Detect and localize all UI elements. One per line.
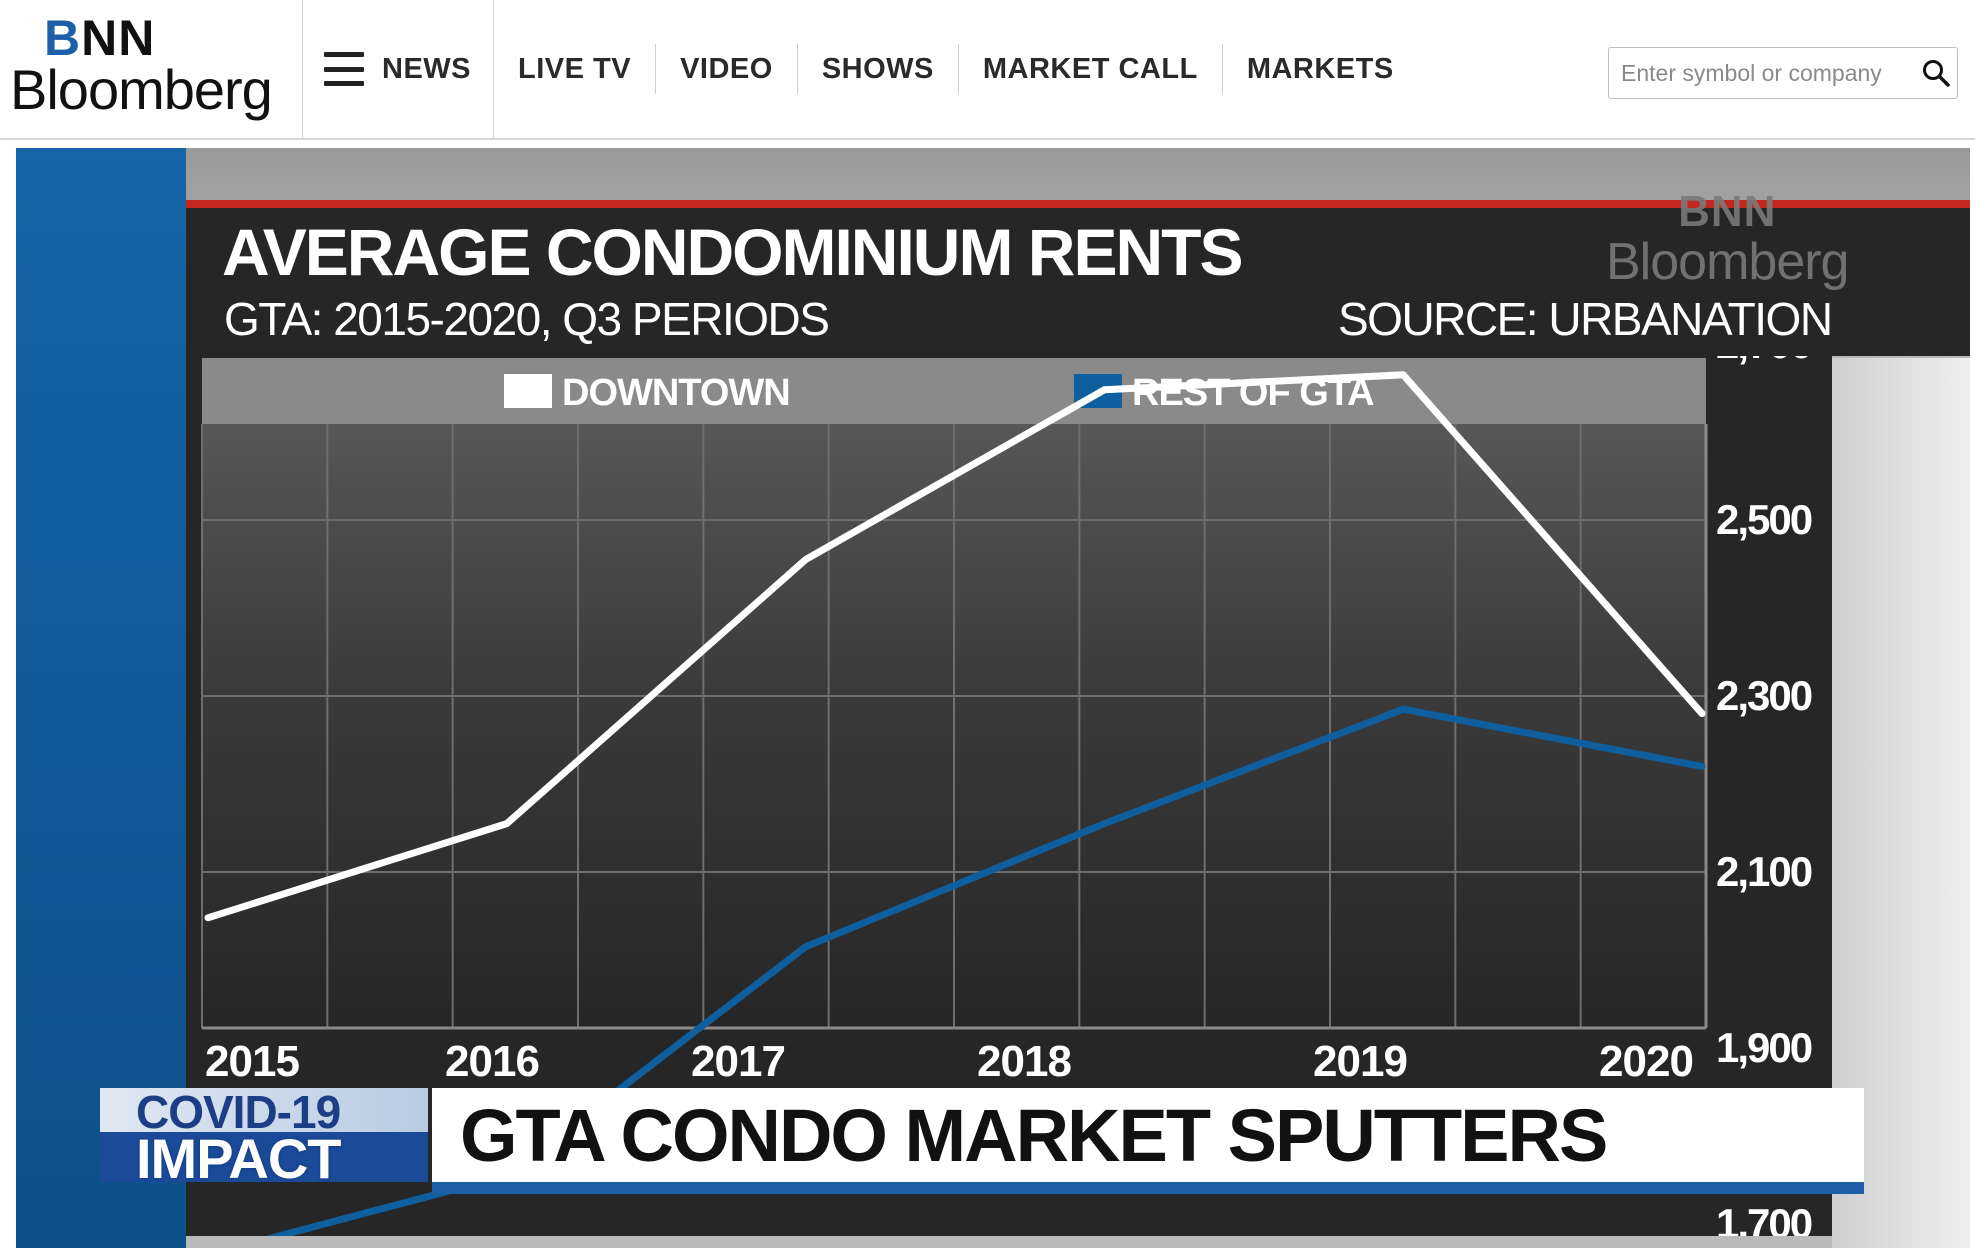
y-tick-label: 1,900	[1716, 1024, 1812, 1071]
logo-bnn-text: BNN	[44, 10, 156, 66]
gridlines	[201, 424, 1708, 1030]
x-tick-labels: 2015 2016 2017 2018 2019 2020	[205, 1037, 1694, 1086]
studio-blue-backdrop	[16, 148, 186, 1248]
y-tick-label: 2,700	[1716, 356, 1812, 367]
nav-divider	[493, 0, 494, 138]
x-tick-label: 2018	[977, 1037, 1071, 1086]
rest-of-gta-line-point	[1103, 822, 1106, 825]
video-player[interactable]: AVERAGE CONDOMINIUM RENTS GTA: 2015-2020…	[16, 148, 1970, 1248]
bnn-bloomberg-logo[interactable]: BNN Bloomberg	[0, 0, 303, 138]
nav-live-tv[interactable]: LIVE TV	[494, 44, 657, 94]
x-tick-label: 2015	[205, 1037, 299, 1086]
chart-subtitle: GTA: 2015-2020, Q3 PERIODS	[224, 293, 830, 345]
headline-text: GTA CONDO MARKET SPUTTERS	[460, 1094, 1608, 1177]
nav-shows[interactable]: SHOWS	[798, 44, 959, 94]
rest-of-gta-line-point	[1402, 708, 1405, 711]
hamburger-menu-icon[interactable]	[324, 52, 364, 86]
badge-line1: COVID-19	[136, 1088, 341, 1138]
nav-news[interactable]: NEWS	[382, 53, 471, 85]
downtown-line-point	[1701, 712, 1703, 715]
downtown-line-point	[207, 916, 209, 919]
downtown-line-point	[505, 822, 508, 825]
symbol-search	[1608, 47, 1958, 99]
legend-downtown-swatch	[504, 374, 552, 408]
nav-markets[interactable]: MARKETS	[1246, 53, 1394, 85]
x-tick-label: 2017	[691, 1037, 785, 1086]
badge-line2: IMPACT	[136, 1127, 341, 1183]
legend: DOWNTOWN REST OF GTA	[504, 372, 1375, 414]
y-tick-label: 2,500	[1716, 496, 1812, 543]
chart-source: SOURCE: URBANATION	[1338, 293, 1833, 345]
legend-downtown-label: DOWNTOWN	[562, 372, 790, 414]
rest-of-gta-line-point	[804, 945, 807, 948]
y-tick-label: 1,700	[1716, 1200, 1812, 1236]
downtown-line	[204, 371, 1706, 922]
chart-title: AVERAGE CONDOMINIUM RENTS	[222, 215, 1243, 289]
downtown-line-point	[1103, 388, 1106, 391]
graphic-red-rule	[186, 200, 1970, 208]
legend-band	[202, 358, 1706, 424]
downtown-line-point	[804, 558, 807, 561]
bnn-bloomberg-watermark: BNN Bloomberg	[1606, 187, 1849, 291]
x-tick-label: 2020	[1599, 1037, 1693, 1086]
nav-video[interactable]: VIDEO	[656, 44, 798, 94]
main-nav: NEWS LIVE TV VIDEO SHOWS MARKET CALL MAR…	[304, 0, 1418, 138]
nav-market-call[interactable]: MARKET CALL	[959, 44, 1223, 94]
y-tick-label: 2,100	[1716, 848, 1812, 895]
covid-impact-badge: COVID-19 IMPACT	[100, 1088, 428, 1182]
y-tick-labels: 2,700 2,500 2,300 2,100 1,900 1,700	[1716, 356, 1814, 1236]
site-header: BNN Bloomberg NEWS LIVE TV VIDEO SHOWS M…	[0, 0, 1975, 140]
lower-third-headline: GTA CONDO MARKET SPUTTERS	[432, 1088, 1864, 1182]
search-icon[interactable]	[1921, 58, 1951, 88]
x-tick-label: 2019	[1313, 1037, 1407, 1086]
x-tick-label: 2016	[445, 1037, 539, 1086]
headline-underline	[432, 1182, 1864, 1194]
y-tick-label: 2,300	[1716, 672, 1812, 719]
graphic-title-panel	[186, 208, 1970, 356]
logo-bloomberg-text: Bloomberg	[10, 58, 273, 121]
rest-of-gta-line-point	[1701, 765, 1703, 768]
downtown-line-point	[1402, 373, 1405, 376]
search-input[interactable]	[1609, 48, 1913, 98]
